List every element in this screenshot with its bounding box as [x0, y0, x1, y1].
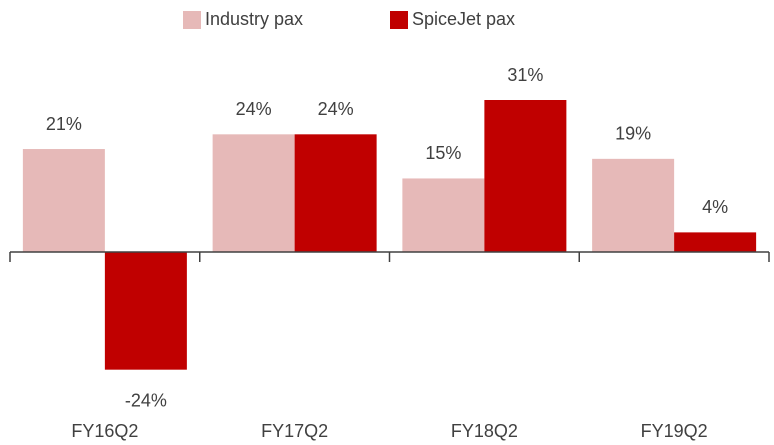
value-label: 19%: [615, 124, 651, 144]
x-tick-label: FY16Q2: [71, 421, 138, 441]
bar: [294, 134, 377, 252]
x-tick-label: FY18Q2: [451, 421, 518, 441]
value-label: 4%: [702, 197, 728, 217]
legend-swatch: [390, 11, 408, 29]
bar: [484, 100, 567, 252]
value-label: 31%: [507, 65, 543, 85]
value-label: -24%: [125, 390, 167, 410]
bar: [592, 158, 675, 252]
bar: [104, 252, 187, 370]
bar: [212, 134, 295, 252]
x-tick-label: FY17Q2: [261, 421, 328, 441]
bar: [402, 178, 485, 252]
value-label: 24%: [318, 99, 354, 119]
value-label: 15%: [425, 143, 461, 163]
legend-label: SpiceJet pax: [412, 9, 515, 29]
value-label: 21%: [46, 114, 82, 134]
x-tick-label: FY19Q2: [641, 421, 708, 441]
value-label: 24%: [236, 99, 272, 119]
bar: [674, 232, 757, 252]
legend-label: Industry pax: [205, 9, 303, 29]
bar: [22, 149, 105, 252]
legend-swatch: [183, 11, 201, 29]
